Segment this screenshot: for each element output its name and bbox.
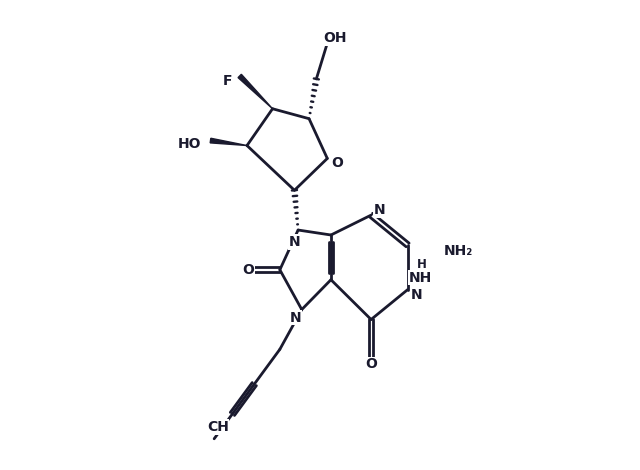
Text: N: N	[290, 311, 301, 324]
Text: F: F	[223, 74, 232, 88]
Text: CH: CH	[207, 420, 228, 434]
Text: O: O	[243, 263, 254, 277]
Text: O: O	[365, 357, 377, 371]
Text: OH: OH	[323, 31, 346, 45]
Text: H: H	[417, 258, 427, 271]
Text: N: N	[410, 288, 422, 302]
Text: NH₂: NH₂	[444, 244, 474, 258]
Text: HO: HO	[178, 137, 202, 150]
Text: N: N	[289, 235, 300, 249]
Text: NH: NH	[409, 271, 433, 285]
Text: N: N	[374, 203, 386, 217]
Text: O: O	[332, 157, 344, 171]
Polygon shape	[238, 74, 273, 109]
Polygon shape	[210, 138, 247, 146]
